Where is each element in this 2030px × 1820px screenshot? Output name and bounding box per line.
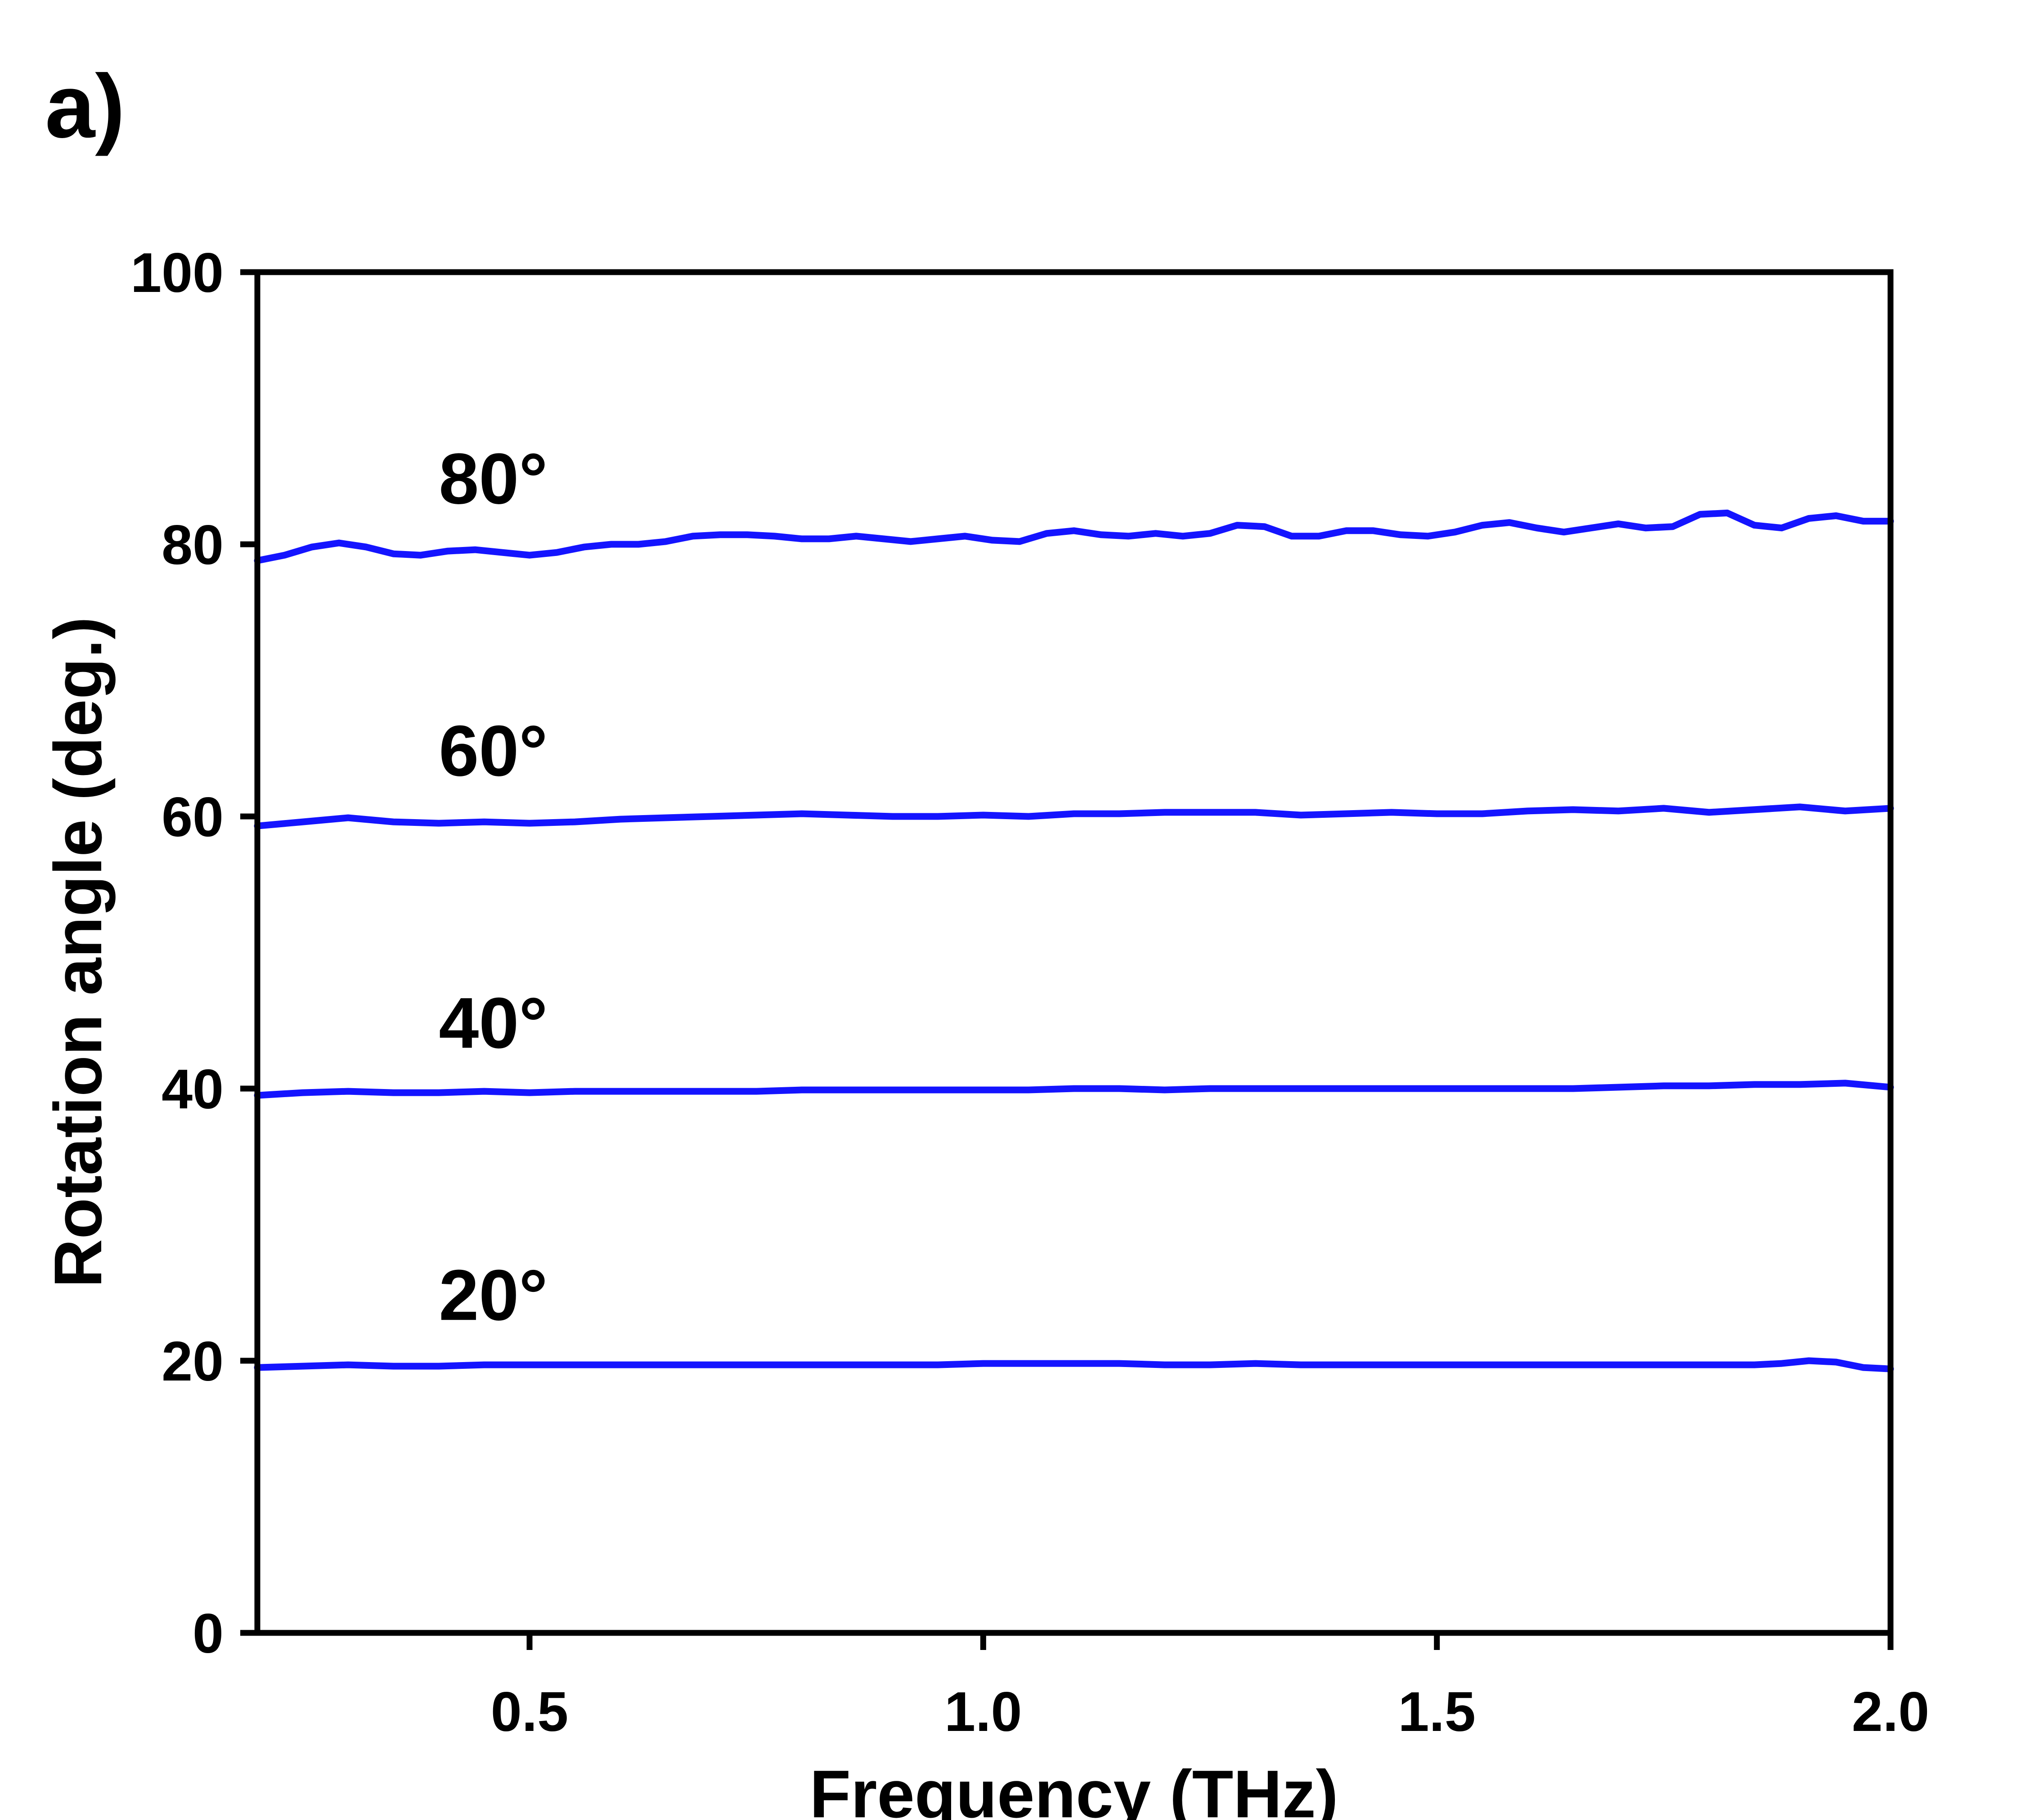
x-axis-title: Frequency (THz) xyxy=(809,1756,1338,1820)
series-label-80: 80° xyxy=(439,438,548,519)
y-axis: 0 20 40 60 80 100 xyxy=(130,242,257,1665)
y-tick-label: 40 xyxy=(162,1058,224,1121)
panel-label: a) xyxy=(45,56,125,157)
x-tick-label: 1.5 xyxy=(1398,1681,1475,1743)
series-line-40 xyxy=(254,1080,1894,1099)
plot-frame xyxy=(254,269,1894,1636)
x-tick-label: 1.0 xyxy=(944,1681,1022,1743)
x-axis: 0.5 1.0 1.5 2.0 xyxy=(491,1633,1929,1743)
series-group: 80° 60° 40° 20° xyxy=(254,438,1894,1372)
series-label-20: 20° xyxy=(439,1255,548,1335)
series-line-20 xyxy=(254,1357,1894,1372)
y-tick-label: 100 xyxy=(130,242,224,304)
y-tick-label: 80 xyxy=(162,514,224,576)
y-tick-label: 0 xyxy=(193,1603,224,1665)
x-tick-label: 2.0 xyxy=(1852,1681,1929,1743)
series-line-60 xyxy=(254,803,1894,829)
series-line-80 xyxy=(254,509,1894,564)
y-tick-label: 60 xyxy=(162,786,224,848)
series-label-60: 60° xyxy=(439,710,548,791)
y-axis-title: Rotation angle (deg.) xyxy=(40,617,116,1288)
x-tick-label: 0.5 xyxy=(491,1681,568,1743)
y-tick-label: 20 xyxy=(162,1331,224,1393)
series-label-40: 40° xyxy=(439,982,548,1063)
